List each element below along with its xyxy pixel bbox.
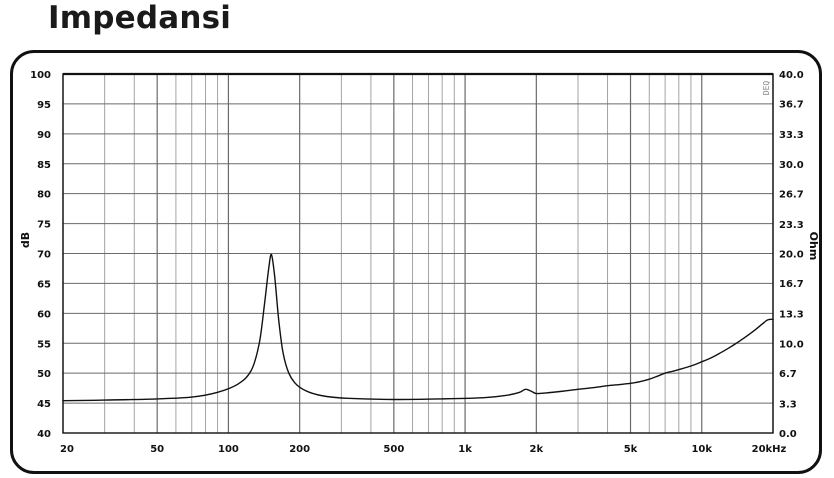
series-line-0 xyxy=(62,253,774,402)
tick-labels: 20 50 100 200 500 1k 2k 5k 10k 20kHz 100 95 90 85 80 75… xyxy=(30,70,804,455)
series-layer xyxy=(62,253,774,402)
y-tick-label-right: 0.0 xyxy=(779,429,797,440)
y-tick-label: 85 xyxy=(37,160,51,171)
x-tick-label: 500 xyxy=(383,444,404,455)
y-tick-label-right: 20.0 xyxy=(779,250,804,261)
y-tick-label-right: 23.3 xyxy=(779,220,804,231)
watermark-text: DEQ xyxy=(762,81,771,96)
x-tick-label: 5k xyxy=(624,444,638,455)
y-tick-label: 95 xyxy=(37,100,51,111)
y-tick-label: 100 xyxy=(30,70,51,81)
x-tick-label: 200 xyxy=(289,444,310,455)
x-tick-label: 1k xyxy=(458,444,472,455)
x-tick-label: 20 xyxy=(60,444,74,455)
y-tick-label-right: 40.0 xyxy=(779,70,804,81)
y-tick-label: 75 xyxy=(37,220,51,231)
y-tick-label-right: 13.3 xyxy=(779,310,804,321)
y-tick-label: 40 xyxy=(37,429,51,440)
y-tick-label: 70 xyxy=(37,250,51,261)
y-tick-label: 80 xyxy=(37,190,51,201)
page-title: Impedansi xyxy=(48,0,232,36)
x-tick-label: 2k xyxy=(530,444,544,455)
y-tick-label-right: 6.7 xyxy=(779,369,797,380)
y-tick-label: 45 xyxy=(37,399,51,410)
x-tick-label: 50 xyxy=(150,444,164,455)
grid xyxy=(62,72,774,434)
y-tick-label: 55 xyxy=(37,339,51,350)
x-tick-label: 20kHz xyxy=(752,444,787,455)
y-tick-label-right: 30.0 xyxy=(779,160,804,171)
y-tick-label-right: 36.7 xyxy=(779,100,804,111)
y-tick-label-right: 3.3 xyxy=(779,399,797,410)
y-tick-label-right: 26.7 xyxy=(779,189,804,200)
y-tick-label: 90 xyxy=(37,130,51,141)
y-tick-label-right: 33.3 xyxy=(779,130,804,141)
y-tick-label-right: 16.7 xyxy=(779,279,804,290)
y-axis-label: dB xyxy=(19,232,32,248)
y-tick-label: 50 xyxy=(37,369,51,380)
y-tick-label: 65 xyxy=(37,279,51,290)
y-tick-label: 60 xyxy=(37,309,51,320)
y-axis-label-right: Ohm xyxy=(807,232,820,261)
x-tick-label: 100 xyxy=(218,444,239,455)
y-tick-label-right: 10.0 xyxy=(779,339,804,350)
chart-frame xyxy=(10,50,822,474)
x-tick-label: 10k xyxy=(691,444,712,455)
